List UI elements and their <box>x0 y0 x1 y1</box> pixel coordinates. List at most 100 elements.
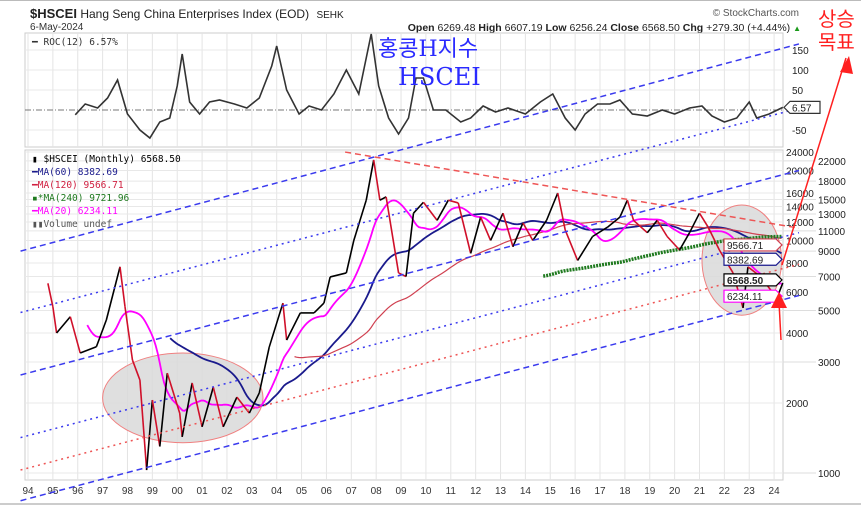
y-tick-label: 20000 <box>786 166 814 177</box>
x-tick-label: 11 <box>446 486 457 497</box>
trendline-dashed <box>20 43 800 252</box>
price-segment <box>222 396 238 428</box>
price-segment <box>139 380 148 471</box>
price-segment <box>52 306 58 334</box>
exchange: SEHK <box>316 10 344 21</box>
symbol: $HSCEI <box>30 6 77 21</box>
x-tick-label: 94 <box>22 486 34 497</box>
price-segment <box>131 359 141 381</box>
trendline-dotted <box>20 263 800 471</box>
roc-line <box>74 33 784 140</box>
y-tick-label: 2000 <box>786 399 809 410</box>
chg-label: Chg <box>682 22 704 34</box>
price-segment <box>688 212 701 234</box>
trendline-dashed <box>344 151 800 229</box>
price-segment <box>268 302 284 348</box>
y-tick-label: 10000 <box>786 236 814 247</box>
ma240-label: MA(240) <box>43 193 84 204</box>
annotation-target-1: 상승 <box>818 7 855 31</box>
x-tick-label: 10 <box>420 486 432 497</box>
legend-volume: ▮▮Volume undef <box>32 218 181 231</box>
price-segment <box>646 219 658 234</box>
price-segment <box>412 201 425 214</box>
x-tick-label: 97 <box>97 486 109 497</box>
price-segment <box>619 199 629 218</box>
price-segment <box>282 302 288 341</box>
x-tick-label: 21 <box>694 486 706 497</box>
price-segment <box>95 319 108 348</box>
price-segment <box>678 232 691 251</box>
price-segment <box>47 283 54 307</box>
price-segment <box>707 226 721 251</box>
price-segment <box>145 399 154 471</box>
price-legend: ▮ $HSCEI (Monthly) 6568.50 ━MA(60) 8382.… <box>32 153 181 231</box>
red-arrow-target-icon <box>840 56 853 74</box>
ma120-tag-box <box>723 238 783 252</box>
price-segment <box>576 236 594 261</box>
legend-ma60: ━MA(60) 8382.69 <box>32 167 118 178</box>
roc-legend-label: ROC(12) 6.57% <box>43 37 118 48</box>
ma-line-20 <box>86 199 782 412</box>
trendline-dashed <box>20 294 800 502</box>
price-segment <box>323 276 331 304</box>
x-tick-label: 96 <box>72 486 84 497</box>
price-segment <box>166 372 181 414</box>
trendline-dotted <box>20 107 800 314</box>
open-label: Open <box>407 22 435 34</box>
red-arrow-short-shaft <box>778 301 782 341</box>
roc-tick-label: 50 <box>792 86 804 97</box>
x-tick-label: 03 <box>246 486 258 497</box>
legend-ma20: ━MA(20) 6234.11 <box>32 206 118 217</box>
price-last-tag-box <box>723 273 783 287</box>
x-tick-label: 04 <box>271 486 283 497</box>
x-tick-label: 22 <box>719 486 731 497</box>
y-tick-label: 7000 <box>818 272 841 283</box>
price-segment <box>512 222 524 248</box>
trendline-dashed <box>20 169 800 376</box>
ma60-tag-box <box>723 252 783 266</box>
x-tick-label: 23 <box>744 486 756 497</box>
price-segment <box>159 372 169 447</box>
roc-last-tag: 6.57 <box>783 100 821 114</box>
price-segment <box>436 199 450 221</box>
price-segment <box>698 212 709 228</box>
price-segment <box>502 212 514 247</box>
price-segment <box>372 159 381 201</box>
annotation-title-ko: 홍콩H지수 <box>378 37 479 62</box>
stockcharts-brand: © StockCharts.com <box>712 8 799 19</box>
x-tick-label: 01 <box>197 486 209 497</box>
y-tick-label: 15000 <box>818 196 846 207</box>
price-segment <box>55 316 71 334</box>
x-tick-label: 05 <box>296 486 308 497</box>
legend-ma120: ━MA(120) 9566.71 <box>32 180 124 191</box>
price-segment <box>285 312 302 341</box>
price-segment <box>564 229 579 261</box>
roc-last-tag-box <box>783 100 821 114</box>
legend-ma240: ▪*MA(240) 9721.96 <box>32 193 130 204</box>
candle-icon: ▮ <box>32 154 38 165</box>
price-segment <box>79 346 97 354</box>
x-tick-label: 16 <box>570 486 582 497</box>
price-segment <box>178 412 183 437</box>
price-segment <box>457 202 472 254</box>
price-last-tag: 6568.50 <box>723 273 783 287</box>
ma60-tag: 8382.69 <box>723 252 783 266</box>
x-tick-label: 12 <box>470 486 482 497</box>
x-tick-label: 06 <box>321 486 333 497</box>
y-tick-label: 1000 <box>818 469 841 480</box>
ma20-label: MA(20) <box>37 206 73 217</box>
price-segment <box>606 216 621 228</box>
volume-icon: ▮▮ <box>32 219 44 230</box>
price-segment <box>119 266 126 307</box>
close-label: Close <box>610 22 639 34</box>
up-triangle-icon: ▲ <box>793 24 801 33</box>
y-tick-label: 5000 <box>818 306 841 317</box>
price-segment <box>365 159 375 201</box>
price-segment <box>666 235 681 251</box>
red-arrow-up-icon <box>771 292 787 308</box>
high-label: High <box>478 22 502 34</box>
x-tick-label: 15 <box>545 486 557 497</box>
price-segment <box>385 196 400 274</box>
price-segment <box>105 266 121 321</box>
